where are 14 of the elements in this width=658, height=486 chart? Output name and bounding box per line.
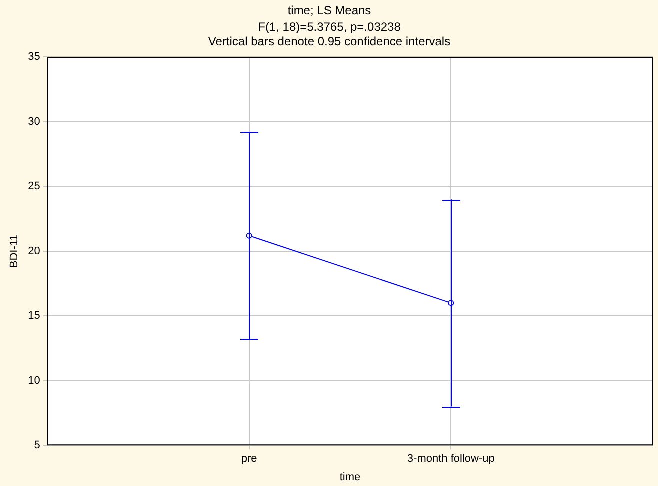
y-tick-label: 5 bbox=[34, 440, 40, 452]
y-tick-label: 30 bbox=[28, 116, 40, 128]
chart-title: time; LS Means bbox=[288, 4, 372, 18]
y-tick-label: 25 bbox=[28, 180, 40, 193]
y-tick-label: 20 bbox=[28, 245, 40, 258]
y-axis-title: BDI-11 bbox=[8, 234, 21, 268]
x-tick-label: 3-month follow-up bbox=[407, 453, 495, 466]
x-tick-label: pre bbox=[241, 453, 258, 466]
y-tick-label: 35 bbox=[28, 51, 40, 64]
y-tick-label: 10 bbox=[28, 374, 40, 387]
text: Vertical bars denote 0.95 confidence intervals bbox=[208, 34, 451, 48]
x-axis-title: time bbox=[340, 471, 361, 484]
chart-subtitle: F(1, 18)=5.3765, p=.03238 bbox=[258, 20, 402, 34]
y-tick-label: 15 bbox=[28, 310, 40, 322]
